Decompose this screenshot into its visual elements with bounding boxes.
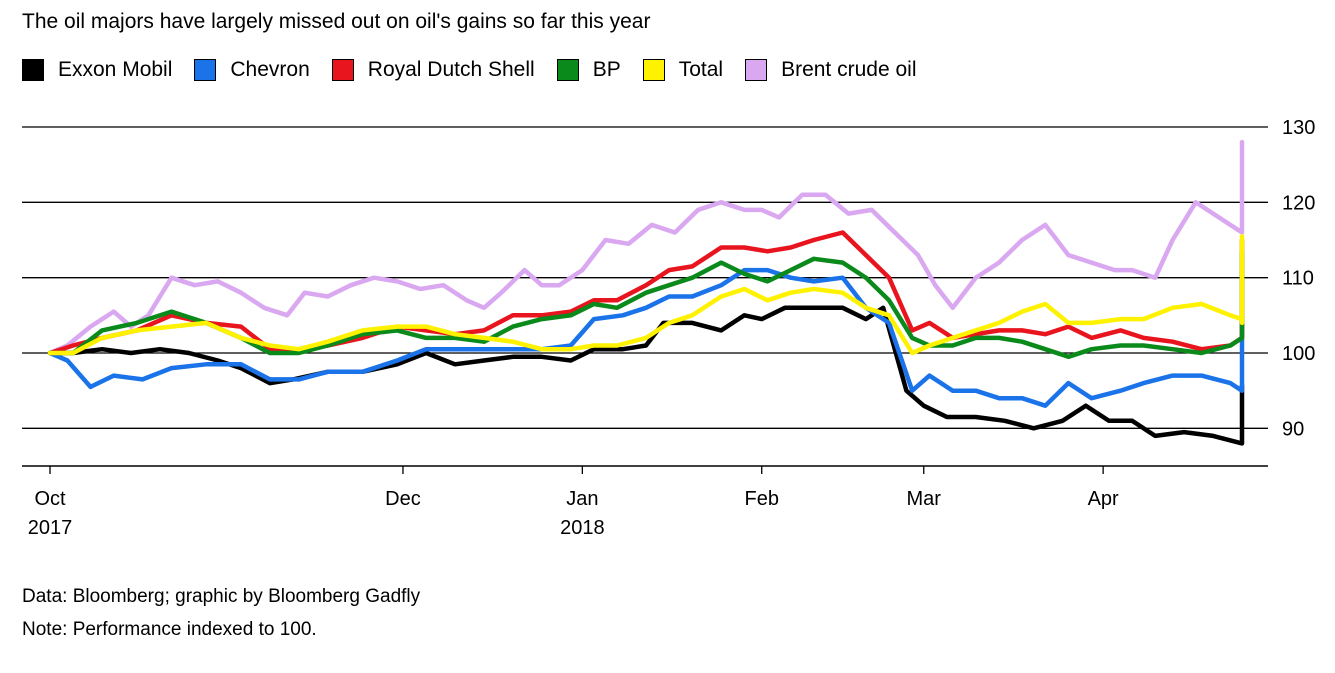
legend-label-shell: Royal Dutch Shell (367, 58, 535, 81)
legend: Exxon Mobil Chevron Royal Dutch Shell BP… (22, 58, 938, 82)
series-line-total (47, 233, 1245, 356)
legend-swatch-total (642, 59, 665, 81)
y-tick-label: 130 (1282, 117, 1315, 139)
grid-layer (22, 126, 1268, 429)
legend-label-total: Total (678, 58, 724, 81)
x-tick-label: Apr (1088, 488, 1119, 510)
x-tick-label: Mar (907, 488, 942, 510)
legend-swatch-exxon (22, 59, 44, 81)
x-tick-sublabel: 2017 (28, 517, 73, 539)
x-tick-label: Jan (566, 488, 598, 510)
legend-swatch-brent (745, 59, 768, 81)
source-note: Data: Bloomberg; graphic by Bloomberg Ga… (22, 586, 421, 607)
legend-label-brent: Brent crude oil (781, 58, 917, 81)
axis-layer: 90 100 110 120 130 Oct 2017 Dec Jan 2018 Feb Mar Apr (22, 117, 1315, 539)
legend-item-brent: Brent crude oil (745, 58, 916, 82)
legend-item-bp: BP (556, 58, 621, 82)
legend-label-chevron: Chevron (230, 58, 310, 81)
y-tick-label: 100 (1282, 343, 1315, 365)
chart-title: The oil majors have largely missed out o… (22, 10, 651, 33)
legend-label-bp: BP (592, 58, 621, 81)
y-tick-label: 110 (1282, 268, 1314, 290)
legend-swatch-chevron (194, 59, 217, 81)
legend-swatch-bp (556, 59, 579, 81)
legend-item-chevron: Chevron (194, 58, 310, 82)
x-tick-label: Dec (385, 488, 421, 510)
series-line-brent-crude-oil (47, 139, 1245, 356)
x-tick-sublabel: 2018 (560, 517, 605, 539)
legend-item-exxon: Exxon Mobil (22, 58, 172, 82)
legend-swatch-shell (331, 59, 354, 81)
series-line-bp (47, 249, 1245, 360)
y-tick-label: 90 (1282, 418, 1304, 440)
footnote: Note: Performance indexed to 100. (22, 619, 317, 640)
x-tick-label: Feb (744, 488, 778, 510)
legend-item-total: Total (642, 58, 724, 82)
series-layer (47, 139, 1245, 446)
legend-item-shell: Royal Dutch Shell (331, 58, 535, 82)
y-tick-label: 120 (1282, 192, 1315, 214)
x-tick-label: Oct (34, 488, 66, 510)
legend-label-exxon: Exxon Mobil (58, 58, 173, 81)
